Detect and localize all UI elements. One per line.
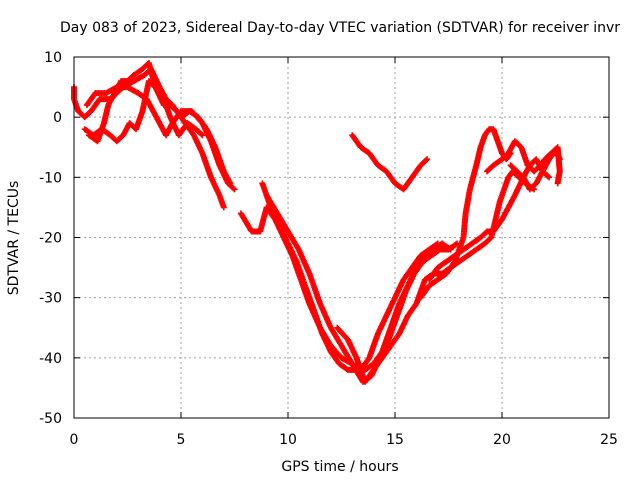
x-tick-label: 0	[70, 432, 79, 448]
series-track-4	[85, 60, 206, 145]
y-tick-label: -10	[39, 170, 62, 186]
y-axis-label: SDTVAR / TECUs	[6, 181, 22, 296]
chart-title: Day 083 of 2023, Sidereal Day-to-day VTE…	[60, 20, 620, 36]
x-tick-label: 15	[386, 432, 404, 448]
y-tick-label: -20	[39, 231, 62, 247]
data-point-marker	[231, 186, 238, 193]
x-tick-label: 25	[600, 432, 618, 448]
data-point-marker	[198, 131, 205, 138]
data-point-marker	[554, 180, 561, 187]
data-point-marker	[199, 132, 206, 139]
y-tick-label: 10	[44, 50, 62, 66]
data-point-marker	[423, 157, 430, 164]
x-tick-label: 10	[279, 432, 297, 448]
data-point-marker	[220, 204, 227, 211]
series-track-7	[263, 192, 461, 385]
data-point-marker	[424, 156, 431, 163]
y-tick-label: 0	[53, 110, 62, 126]
x-axis-label: GPS time / hours	[281, 459, 398, 475]
series-track-8	[334, 168, 538, 385]
y-tick-label: -40	[39, 351, 62, 367]
x-tick-label: 5	[177, 432, 186, 448]
series-track-13	[507, 150, 563, 193]
data-point-marker	[230, 185, 237, 192]
tick-layer: 0 5 10 15 20 25 -50 -40 -30 -20 -10 0 10	[39, 50, 618, 448]
series-track-10	[417, 126, 514, 301]
data-point-marker	[545, 173, 552, 180]
y-tick-label: -50	[39, 411, 62, 427]
data-point-marker	[546, 174, 553, 181]
x-tick-label: 20	[493, 432, 511, 448]
y-tick-label: -30	[39, 291, 62, 307]
marks-layer	[71, 60, 563, 385]
series-track-9	[349, 132, 431, 193]
data-point-marker	[556, 156, 563, 163]
series-track-11	[426, 156, 553, 283]
